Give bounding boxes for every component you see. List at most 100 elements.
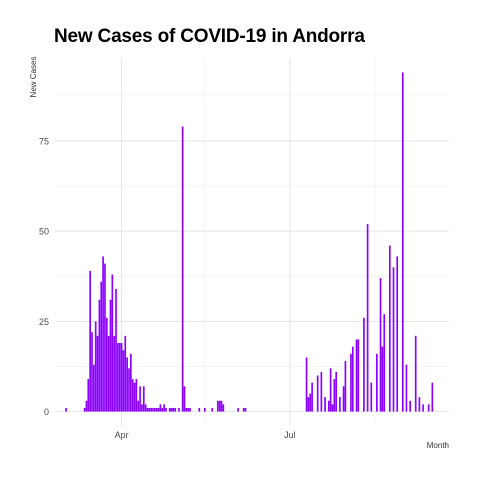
bar bbox=[198, 407, 201, 412]
x-tick-label: Apr bbox=[115, 430, 129, 440]
bar bbox=[98, 299, 101, 412]
bar bbox=[203, 407, 206, 412]
bar bbox=[159, 404, 162, 412]
bar bbox=[93, 364, 95, 412]
bar bbox=[150, 407, 153, 412]
bar bbox=[376, 353, 378, 412]
bar bbox=[392, 267, 395, 412]
bar bbox=[335, 371, 337, 412]
bar bbox=[220, 400, 223, 412]
y-tick-labels: 0 25 50 75 bbox=[39, 136, 49, 417]
bar bbox=[107, 335, 110, 412]
bar bbox=[401, 72, 404, 412]
bar bbox=[342, 386, 345, 412]
bar bbox=[163, 404, 165, 412]
bar bbox=[355, 339, 358, 412]
bar bbox=[128, 368, 130, 412]
x-tick-label: Jul bbox=[284, 430, 296, 440]
bar bbox=[311, 382, 313, 412]
bar bbox=[111, 274, 114, 412]
bar bbox=[309, 393, 312, 412]
bar bbox=[144, 404, 147, 412]
bar bbox=[133, 382, 136, 412]
bar bbox=[65, 407, 67, 412]
bar bbox=[396, 256, 399, 412]
bar bbox=[105, 317, 108, 412]
bar bbox=[388, 245, 391, 412]
y-tick-label: 0 bbox=[44, 407, 49, 417]
bar bbox=[113, 335, 116, 412]
bar bbox=[102, 256, 104, 412]
bar bbox=[118, 343, 121, 412]
bar bbox=[331, 404, 334, 412]
bar bbox=[126, 357, 128, 412]
x-tick-labels: Apr Jul bbox=[115, 430, 296, 440]
bar bbox=[130, 353, 132, 412]
bar bbox=[165, 407, 167, 412]
bar bbox=[83, 407, 86, 412]
bar bbox=[117, 343, 119, 412]
bar bbox=[366, 223, 369, 412]
bar bbox=[185, 407, 188, 412]
bar bbox=[357, 339, 360, 412]
minor-gridlines bbox=[55, 58, 449, 426]
y-tick-label: 75 bbox=[39, 136, 49, 146]
chart-title: New Cases of COVID-19 in Andorra bbox=[54, 26, 365, 47]
bar bbox=[141, 404, 143, 412]
bar bbox=[154, 407, 156, 412]
bar bbox=[170, 407, 173, 412]
bar bbox=[87, 379, 90, 412]
bar bbox=[142, 386, 145, 412]
bar bbox=[422, 404, 424, 412]
bar bbox=[89, 270, 91, 412]
bar bbox=[181, 126, 184, 412]
bar bbox=[218, 400, 221, 412]
bar bbox=[244, 407, 247, 412]
bar bbox=[237, 407, 239, 412]
bar bbox=[324, 397, 326, 412]
bar bbox=[139, 386, 141, 412]
bar bbox=[189, 407, 191, 412]
bar bbox=[405, 364, 408, 412]
bar bbox=[168, 407, 171, 412]
bar bbox=[418, 397, 421, 412]
bar bbox=[363, 317, 365, 412]
bar bbox=[131, 379, 134, 412]
bar bbox=[109, 299, 112, 412]
bar bbox=[85, 400, 88, 412]
bar bbox=[414, 335, 417, 412]
bar bbox=[124, 335, 127, 412]
bar bbox=[381, 346, 384, 412]
bar bbox=[211, 407, 214, 412]
bar bbox=[316, 375, 319, 412]
bar bbox=[100, 281, 103, 412]
bar bbox=[383, 314, 386, 412]
bar bbox=[307, 397, 310, 412]
bar bbox=[122, 350, 125, 412]
bar bbox=[94, 321, 97, 412]
major-gridlines bbox=[55, 58, 449, 426]
y-tick-label: 50 bbox=[39, 227, 49, 237]
bars bbox=[65, 72, 434, 412]
bar bbox=[327, 400, 330, 412]
bar bbox=[137, 400, 140, 412]
bar bbox=[183, 386, 186, 412]
bar bbox=[305, 357, 308, 412]
bar bbox=[187, 407, 190, 412]
y-tick-label: 25 bbox=[39, 317, 49, 327]
bar bbox=[172, 407, 175, 412]
bar bbox=[148, 407, 151, 412]
bar bbox=[157, 407, 160, 412]
bar bbox=[339, 397, 341, 412]
bar bbox=[174, 407, 177, 412]
bar bbox=[320, 371, 323, 412]
bar bbox=[115, 288, 117, 412]
bar bbox=[329, 368, 332, 412]
bar bbox=[344, 361, 347, 412]
bar bbox=[120, 343, 123, 412]
bar bbox=[91, 332, 93, 412]
bar bbox=[350, 353, 352, 412]
bar bbox=[222, 404, 225, 412]
